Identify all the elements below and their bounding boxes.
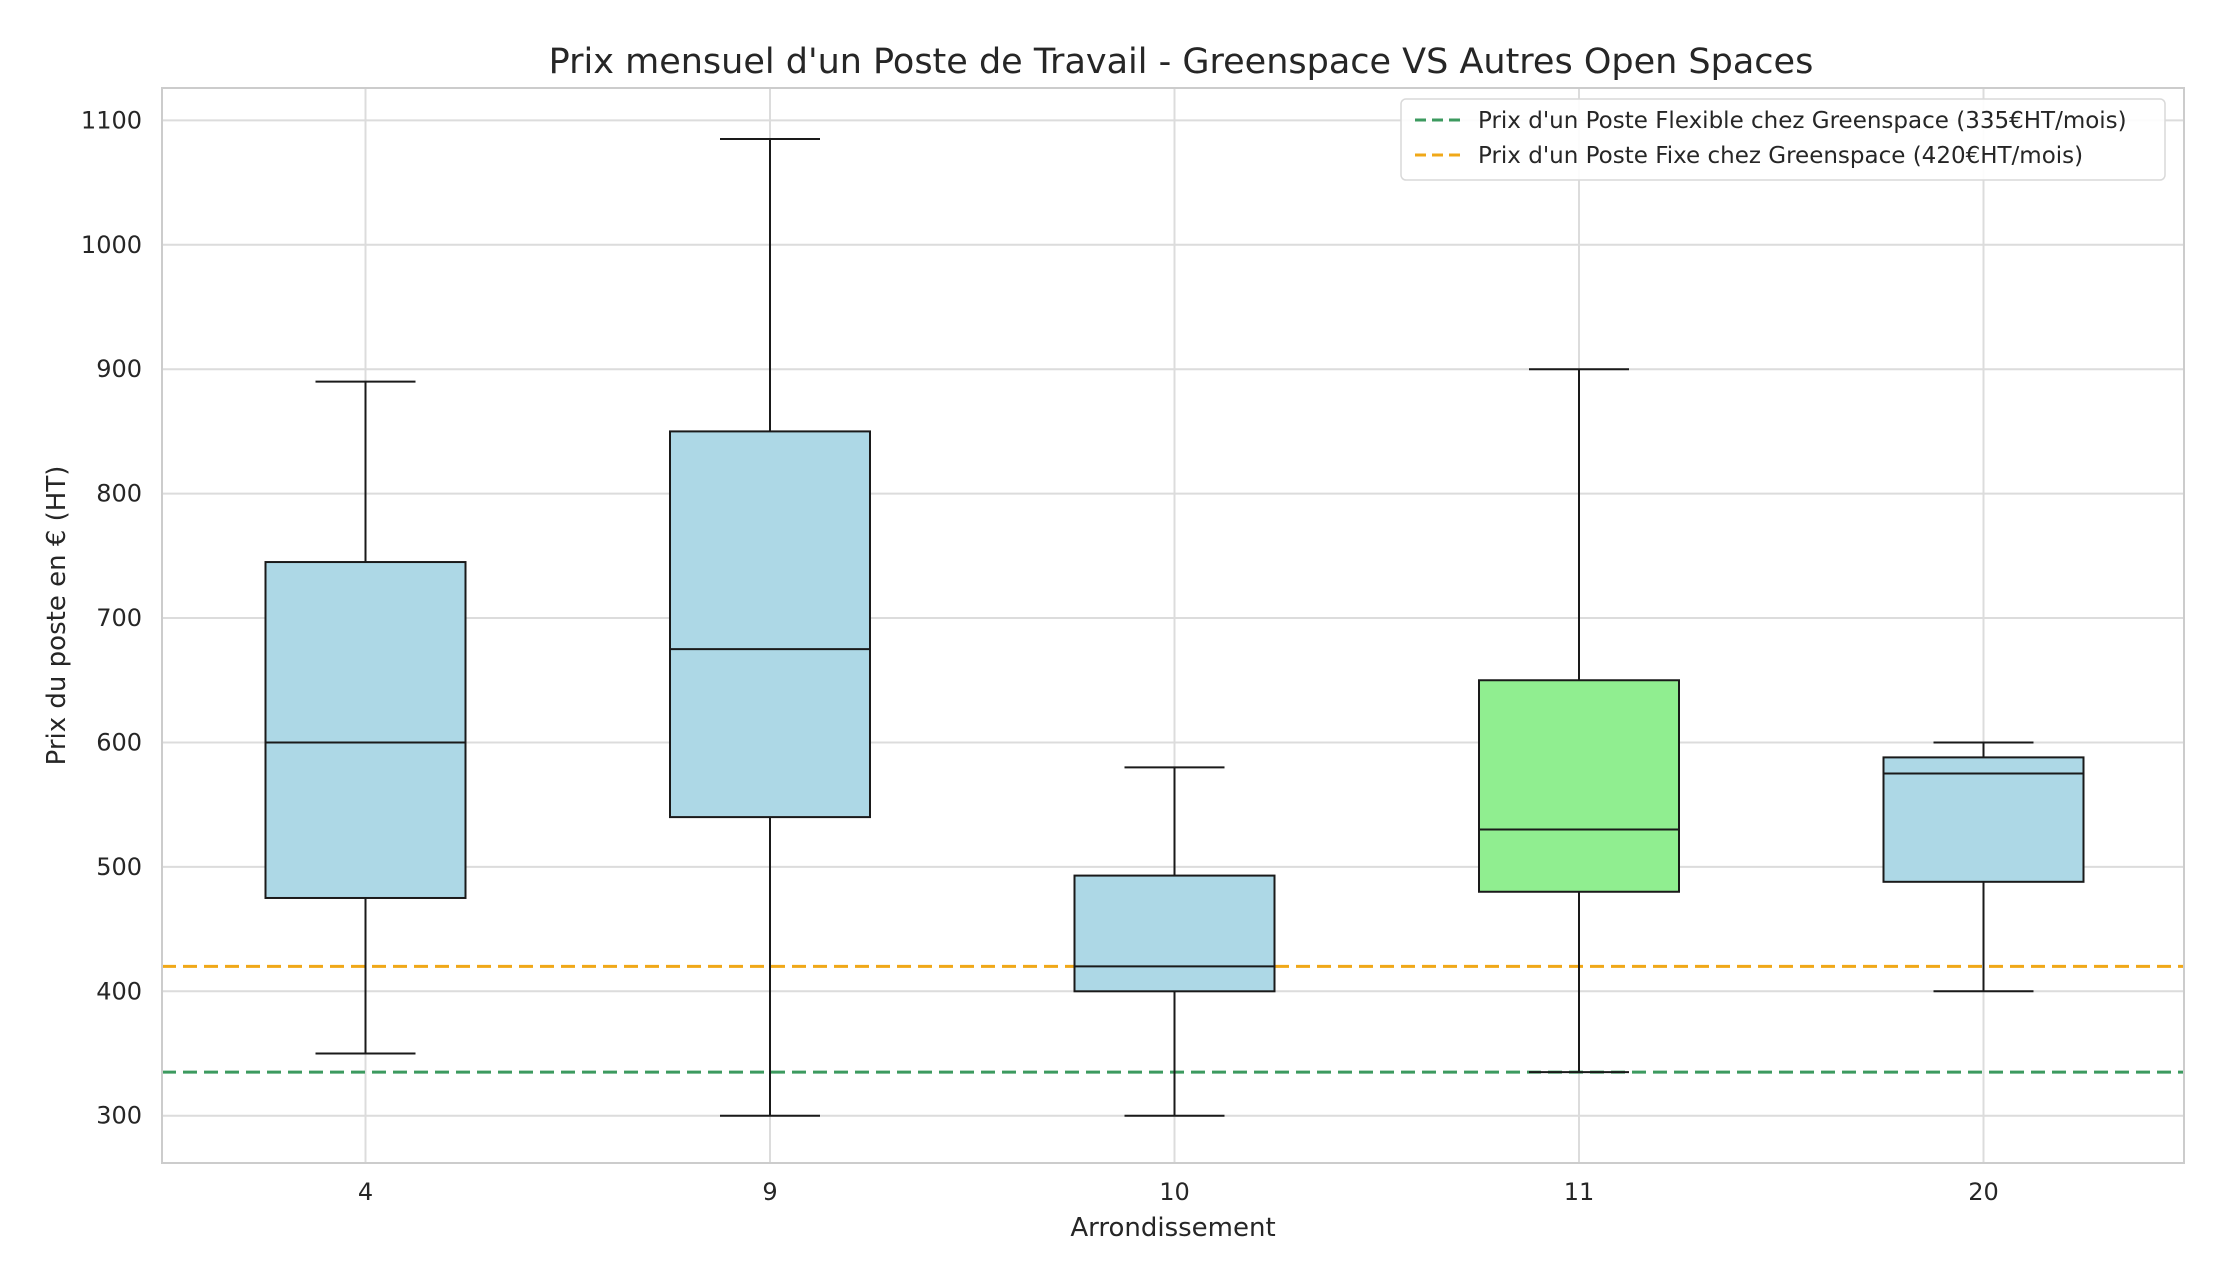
legend-label: Prix d'un Poste Fixe chez Greenspace (42…	[1478, 143, 2083, 169]
y-tick-label: 900	[96, 355, 142, 383]
y-tick-label: 500	[96, 853, 142, 881]
box-11	[1478, 368, 1680, 1074]
y-tick-labels: 300 400 500 600 700 800 900 1000 1100	[81, 106, 142, 1129]
iqr-box	[264, 561, 467, 899]
x-axis-label: Arrondissement	[1070, 1213, 1275, 1243]
box-4	[264, 380, 467, 1055]
x-tick-label: 10	[1159, 1178, 1190, 1206]
box-20	[1882, 741, 2085, 993]
y-axis-label: Prix du poste en € (HT)	[42, 466, 72, 766]
legend-label: Prix d'un Poste Flexible chez Greenspace…	[1478, 108, 2127, 134]
box-plots	[264, 138, 2085, 1117]
x-tick-label: 4	[358, 1178, 373, 1206]
legend: Prix d'un Poste Flexible chez Greenspace…	[1400, 98, 2166, 181]
chart-title: Prix mensuel d'un Poste de Travail - Gre…	[549, 42, 1814, 82]
iqr-box	[669, 430, 871, 819]
box-9	[669, 138, 871, 1117]
y-tick-label: 1100	[81, 106, 142, 134]
y-tick-label: 800	[96, 480, 142, 508]
iqr-box	[1882, 756, 2085, 883]
y-tick-label: 400	[96, 977, 142, 1005]
y-tick-label: 600	[96, 728, 142, 756]
x-tick-label: 11	[1564, 1178, 1595, 1206]
y-tick-label: 700	[96, 604, 142, 632]
box-10	[1073, 766, 1276, 1117]
iqr-box	[1073, 874, 1276, 993]
x-tick-label: 9	[762, 1178, 777, 1206]
y-tick-label: 300	[96, 1102, 142, 1130]
legend-box	[1400, 98, 2166, 181]
iqr-box	[1478, 679, 1680, 893]
x-tick-labels: 4 9 10 11 20	[358, 1178, 1999, 1206]
y-tick-label: 1000	[81, 231, 142, 259]
x-tick-label: 20	[1968, 1178, 1999, 1206]
plot-frame	[161, 87, 2185, 1164]
